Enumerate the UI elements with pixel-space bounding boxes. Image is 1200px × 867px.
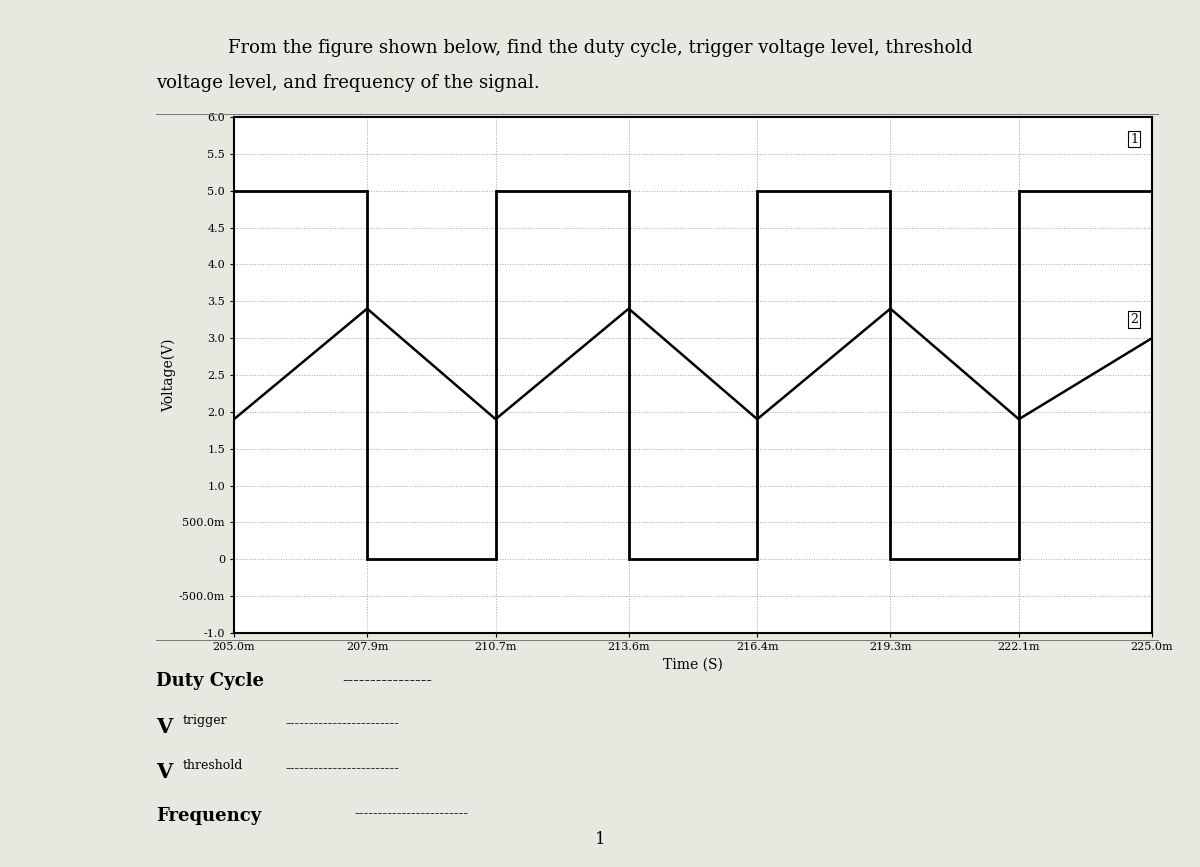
Text: ----------------: ---------------- bbox=[342, 672, 432, 689]
X-axis label: Time (S): Time (S) bbox=[664, 657, 722, 672]
Text: V: V bbox=[156, 762, 173, 782]
Text: threshold: threshold bbox=[182, 759, 242, 772]
Text: V: V bbox=[156, 717, 173, 737]
Text: Frequency: Frequency bbox=[156, 807, 262, 825]
Text: ------------------------: ------------------------ bbox=[354, 807, 468, 821]
Text: 1: 1 bbox=[595, 831, 605, 848]
Text: ------------------------: ------------------------ bbox=[286, 717, 400, 731]
Text: 2: 2 bbox=[1130, 313, 1139, 326]
Y-axis label: Voltage(V): Voltage(V) bbox=[162, 338, 176, 412]
Text: voltage level, and frequency of the signal.: voltage level, and frequency of the sign… bbox=[156, 74, 540, 92]
Text: ------------------------: ------------------------ bbox=[286, 762, 400, 776]
Text: 1: 1 bbox=[1130, 133, 1139, 146]
Text: Duty Cycle: Duty Cycle bbox=[156, 672, 264, 690]
Text: From the figure shown below, find the duty cycle, trigger voltage level, thresho: From the figure shown below, find the du… bbox=[228, 39, 972, 57]
Text: trigger: trigger bbox=[182, 714, 227, 727]
